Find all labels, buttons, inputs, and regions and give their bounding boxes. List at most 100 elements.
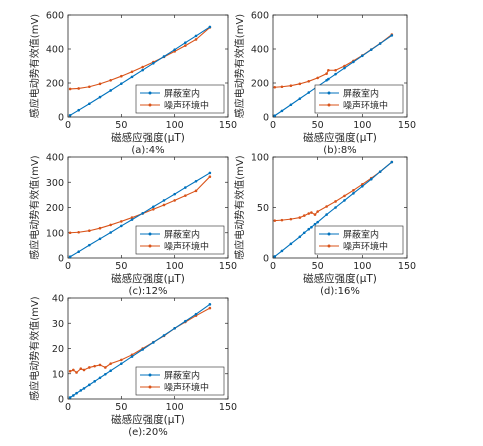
x-tick-label: 0: [270, 261, 276, 272]
data-point: [273, 85, 277, 89]
data-point: [98, 237, 102, 241]
legend-label: 噪声环境中: [343, 241, 388, 253]
x-tick-label: 100: [166, 402, 184, 413]
data-point: [152, 341, 155, 344]
data-point: [369, 177, 373, 181]
data-point: [98, 95, 102, 99]
x-tick-label: 100: [353, 120, 371, 131]
data-point: [325, 205, 328, 208]
y-axis-label: 感应电动势有效值(mV): [28, 155, 41, 259]
y-tick-label: 0: [58, 113, 64, 124]
data-point: [98, 82, 102, 86]
x-tick-label: 0: [65, 261, 71, 272]
legend-marker: [327, 232, 331, 236]
data-point: [307, 91, 311, 94]
data-point: [208, 171, 212, 175]
data-point: [88, 366, 91, 369]
data-point: [152, 207, 155, 211]
data-point: [194, 34, 198, 38]
y-tick-label: 400: [46, 45, 64, 56]
x-tick-label: 100: [166, 261, 184, 272]
data-point: [173, 192, 176, 196]
data-point: [75, 391, 78, 395]
y-tick-label: 50: [257, 203, 269, 214]
y-tick-label: 10: [52, 369, 64, 380]
legend-box: [135, 84, 225, 114]
legend-label: 噪声环境中: [164, 382, 209, 394]
data-point: [298, 97, 302, 100]
data-point: [378, 170, 382, 173]
data-point: [130, 75, 134, 79]
y-tick-label: 300: [46, 178, 64, 189]
data-point: [343, 194, 346, 198]
legend-box: [135, 225, 225, 255]
y-tick-label: 0: [58, 254, 64, 265]
data-point: [390, 34, 394, 37]
data-point: [208, 303, 212, 306]
data-point: [289, 103, 293, 107]
data-point: [88, 383, 91, 387]
data-point: [68, 255, 72, 259]
legend-marker: [327, 103, 331, 107]
data-point: [82, 387, 86, 390]
data-point: [334, 68, 337, 72]
y-tick-label: 0: [263, 254, 269, 265]
legend-label: 屏蔽室内: [343, 88, 379, 100]
data-point: [369, 48, 373, 51]
data-point: [79, 367, 83, 371]
data-point: [334, 206, 337, 209]
x-tick-label: 0: [65, 120, 71, 131]
data-point: [208, 175, 212, 178]
data-point: [173, 327, 176, 330]
data-point: [184, 41, 187, 45]
data-point: [316, 210, 319, 213]
data-point: [82, 368, 86, 372]
legend-label: 屏蔽室内: [164, 229, 200, 241]
legend-marker: [148, 232, 152, 236]
data-point: [130, 70, 134, 74]
data-point: [68, 231, 72, 235]
x-tick-label: 150: [219, 120, 237, 131]
x-axis-label: 磁感应强度(μT): [111, 272, 185, 285]
legend-marker: [148, 244, 152, 248]
data-point: [327, 77, 330, 81]
data-point: [361, 184, 364, 188]
data-point: [194, 179, 198, 183]
x-tick-label: 150: [219, 261, 237, 272]
x-tick-label: 150: [398, 120, 416, 131]
data-point: [280, 85, 284, 89]
legend-label: 噪声环境中: [343, 100, 388, 112]
legend-marker: [327, 91, 331, 95]
legend-box: [314, 84, 404, 114]
x-tick-label: 150: [219, 402, 237, 413]
series-line-noisy: [70, 176, 211, 234]
panel-caption: (c):12%: [129, 286, 168, 297]
data-point: [109, 78, 112, 82]
data-point: [208, 25, 212, 29]
data-point: [104, 366, 107, 369]
y-tick-label: 30: [52, 319, 64, 330]
data-point: [141, 348, 144, 351]
data-point: [120, 220, 123, 223]
data-point: [120, 358, 123, 362]
data-point: [302, 231, 306, 235]
data-point: [307, 212, 311, 215]
y-tick-label: 0: [58, 395, 64, 406]
x-tick-label: 0: [270, 120, 276, 131]
series-line-shielded: [69, 26, 211, 116]
panel-c: 0 50 100 150 0 100 200 300 400 磁感应强度(μT) 感应电动势有效值(…: [28, 153, 237, 298]
legend-marker: [148, 103, 152, 107]
data-point: [194, 38, 198, 41]
panel-caption: (e):20%: [128, 427, 168, 438]
legend-marker: [327, 244, 331, 248]
data-point: [141, 65, 144, 69]
data-point: [273, 255, 277, 258]
data-point: [75, 371, 78, 374]
y-tick-label: 100: [46, 228, 64, 239]
data-point: [327, 68, 330, 72]
data-point: [184, 44, 187, 47]
panel-caption: (b):8%: [323, 145, 356, 156]
data-point: [130, 218, 134, 221]
data-point: [307, 227, 311, 231]
